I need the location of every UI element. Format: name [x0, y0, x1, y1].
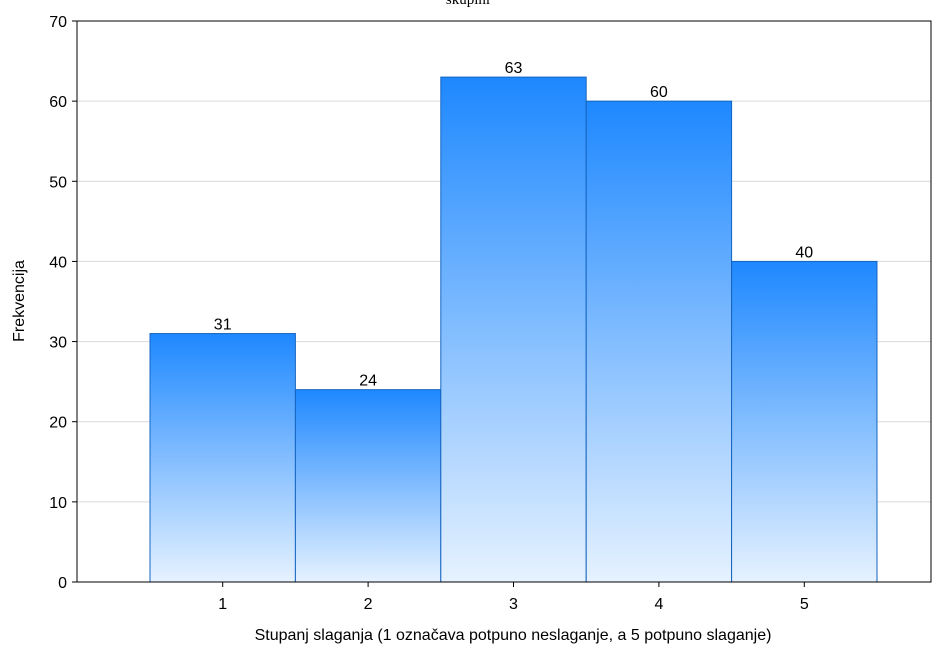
- data-label-3: 63: [505, 60, 523, 77]
- y-axis-label: Frekvencija: [11, 260, 28, 342]
- bar-4: [585, 100, 733, 583]
- bars: [149, 76, 878, 583]
- x-tick-label-4: 4: [654, 596, 663, 613]
- y-tick-label-60: 60: [49, 94, 67, 111]
- bar-3: [440, 76, 587, 583]
- plot-frame: [76, 20, 932, 583]
- bar-2: [294, 389, 442, 583]
- y-tick-label-0: 0: [58, 575, 67, 592]
- x-tick-label-5: 5: [800, 596, 809, 613]
- data-label-2: 24: [359, 373, 377, 390]
- axes: [72, 20, 932, 587]
- x-tick-label-3: 3: [509, 596, 518, 613]
- y-tick-label-20: 20: [49, 415, 67, 432]
- y-tick-label-70: 70: [49, 14, 67, 31]
- bar-5: [731, 260, 878, 583]
- x-tick-label-1: 1: [218, 596, 227, 613]
- x-axis-label: Stupanj slaganja (1 označava potpuno nes…: [255, 627, 772, 644]
- data-label-5: 40: [795, 244, 813, 261]
- chart-title: skupini: [446, 0, 490, 8]
- y-tick-label-40: 40: [49, 254, 67, 271]
- y-tick-label-50: 50: [49, 174, 67, 191]
- y-tick-label-30: 30: [49, 335, 67, 352]
- y-tick-label-10: 10: [49, 495, 67, 512]
- bar-1: [149, 333, 296, 583]
- x-tick-label-2: 2: [364, 596, 373, 613]
- data-label-1: 31: [214, 317, 232, 334]
- data-label-4: 60: [650, 84, 668, 101]
